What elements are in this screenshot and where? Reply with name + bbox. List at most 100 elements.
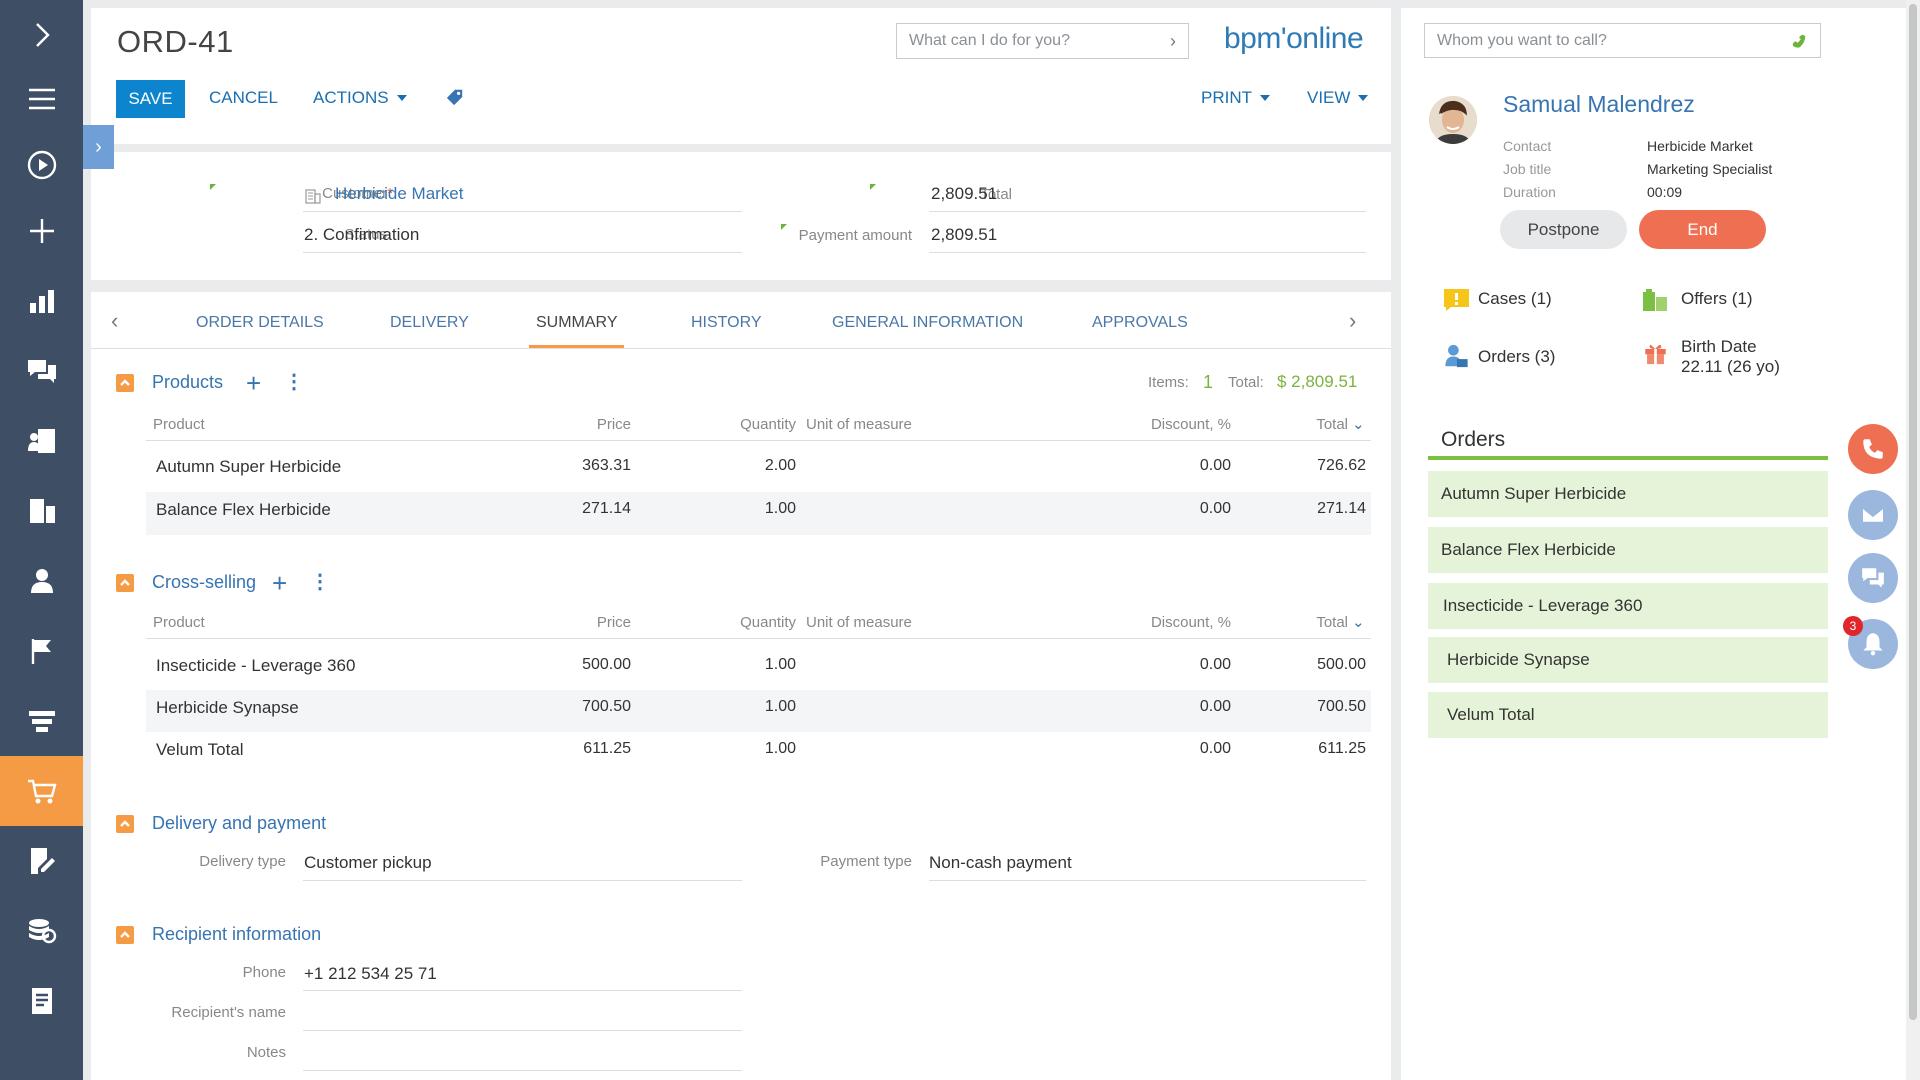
table-cell-discount[interactable]: 0.00 xyxy=(1199,656,1231,673)
column-header[interactable]: Quantity xyxy=(740,614,796,631)
status-field[interactable]: 2. Confirmation xyxy=(304,225,420,244)
orders-link[interactable]: Orders (3) xyxy=(1478,347,1556,366)
table-cell-price[interactable]: 500.00 xyxy=(582,656,631,673)
notes-field[interactable] xyxy=(304,1044,740,1066)
tab-history[interactable]: HISTORY xyxy=(691,314,762,331)
nav-opportunities[interactable] xyxy=(0,686,83,756)
table-cell-price[interactable]: 363.31 xyxy=(582,457,631,474)
table-cell-product[interactable]: Insecticide - Leverage 360 xyxy=(156,656,356,675)
tabs-scroll-right[interactable]: › xyxy=(1349,308,1356,334)
email-fab[interactable] xyxy=(1848,490,1898,540)
contact-name-link[interactable]: Samual Malendrez xyxy=(1503,91,1695,117)
products-more-button[interactable]: ⋮ xyxy=(284,372,304,392)
cross-selling-collapse-toggle[interactable] xyxy=(116,574,134,592)
column-header[interactable]: Price xyxy=(596,614,631,631)
tab-approvals[interactable]: APPROVALS xyxy=(1092,314,1188,331)
order-item[interactable]: Autumn Super Herbicide xyxy=(1428,471,1828,517)
order-item[interactable]: Insecticide - Leverage 360 xyxy=(1428,583,1828,629)
postpone-button[interactable]: Postpone xyxy=(1500,210,1627,249)
table-cell-quantity[interactable]: 1.00 xyxy=(764,698,796,715)
nav-menu[interactable] xyxy=(0,64,83,134)
nav-contacts[interactable] xyxy=(0,406,83,476)
order-item[interactable]: Herbicide Synapse xyxy=(1428,637,1828,683)
total-field[interactable]: 2,809.51 xyxy=(931,184,998,203)
expand-panel-button[interactable]: › xyxy=(83,125,114,169)
nav-dashboards[interactable] xyxy=(0,266,83,336)
cross-selling-more-button[interactable]: ⋮ xyxy=(310,572,330,592)
table-cell-discount[interactable]: 0.00 xyxy=(1199,500,1231,517)
table-cell-product[interactable]: Herbicide Synapse xyxy=(156,698,299,717)
order-item[interactable]: Balance Flex Herbicide xyxy=(1428,527,1828,573)
end-call-button[interactable]: End xyxy=(1639,210,1766,249)
delivery-type-field[interactable]: Customer pickup xyxy=(304,853,432,872)
table-cell-price[interactable]: 611.25 xyxy=(583,740,631,757)
nav-feed[interactable] xyxy=(0,336,83,406)
table-cell-quantity[interactable]: 2.00 xyxy=(764,457,796,474)
recipient-collapse-toggle[interactable] xyxy=(116,926,134,944)
add-product-button[interactable]: + xyxy=(246,370,261,396)
offers-link[interactable]: Offers (1) xyxy=(1681,289,1753,308)
table-cell-quantity[interactable]: 1.00 xyxy=(764,656,796,673)
table-cell-quantity[interactable]: 1.00 xyxy=(764,500,796,517)
save-button[interactable]: SAVE xyxy=(116,80,185,118)
customer-link[interactable]: Herbicide Market xyxy=(335,184,464,203)
table-cell-discount[interactable]: 0.00 xyxy=(1199,698,1231,715)
tabs-scroll-left[interactable]: ‹ xyxy=(111,308,118,334)
products-collapse-toggle[interactable] xyxy=(116,374,134,392)
expand-menu-button[interactable] xyxy=(0,0,83,70)
phone-field[interactable]: +1 212 534 25 71 xyxy=(304,964,437,983)
call-search-input[interactable]: Whom you want to call? xyxy=(1424,23,1821,58)
table-cell-product[interactable]: Balance Flex Herbicide xyxy=(156,500,331,519)
nav-documents[interactable] xyxy=(0,966,83,1036)
actions-button[interactable]: ACTIONS xyxy=(313,88,407,108)
chat-fab[interactable] xyxy=(1848,553,1898,603)
scrollbar-thumb[interactable] xyxy=(1909,4,1917,1020)
table-cell-discount[interactable]: 0.00 xyxy=(1199,740,1231,757)
column-header[interactable]: Total xyxy=(1316,416,1348,433)
cases-link[interactable]: Cases (1) xyxy=(1478,289,1552,308)
payment-amount-field[interactable]: 2,809.51 xyxy=(931,225,998,244)
nav-leads[interactable] xyxy=(0,616,83,686)
table-cell-quantity[interactable]: 1.00 xyxy=(764,740,796,757)
tab-general-information[interactable]: GENERAL INFORMATION xyxy=(832,314,1024,331)
delivery-collapse-toggle[interactable] xyxy=(116,815,134,833)
column-header[interactable]: Quantity xyxy=(740,416,796,433)
nav-invoices[interactable] xyxy=(0,896,83,966)
tab-order-details[interactable]: ORDER DETAILS xyxy=(196,314,324,331)
table-cell-discount[interactable]: 0.00 xyxy=(1199,457,1231,474)
column-header[interactable]: Discount, % xyxy=(1150,614,1231,631)
tab-summary[interactable]: SUMMARY xyxy=(536,314,618,331)
table-cell-price[interactable]: 700.50 xyxy=(582,698,631,715)
tag-button[interactable] xyxy=(446,88,464,106)
column-header[interactable]: Price xyxy=(596,416,631,433)
nav-contracts[interactable] xyxy=(0,826,83,896)
nav-orders[interactable] xyxy=(0,756,83,826)
table-cell-total[interactable]: 726.62 xyxy=(1317,457,1366,474)
table-cell-total[interactable]: 271.14 xyxy=(1317,500,1366,517)
nav-processes[interactable] xyxy=(0,130,83,200)
table-cell-price[interactable]: 271.14 xyxy=(582,500,631,517)
page-scrollbar[interactable] xyxy=(1906,0,1920,1080)
order-item[interactable]: Velum Total xyxy=(1428,692,1828,738)
table-cell-total[interactable]: 500.00 xyxy=(1317,656,1366,673)
sort-descending-icon[interactable]: ⌄ xyxy=(1352,614,1365,631)
column-header[interactable]: Total xyxy=(1316,614,1348,631)
command-line-input[interactable]: What can I do for you? › xyxy=(896,23,1189,59)
column-header[interactable]: Unit of measure xyxy=(806,416,912,433)
table-cell-total[interactable]: 611.25 xyxy=(1318,740,1366,757)
column-header[interactable]: Product xyxy=(153,416,205,433)
add-cross-selling-button[interactable]: + xyxy=(272,570,287,596)
print-button[interactable]: PRINT xyxy=(1201,88,1270,108)
sort-descending-icon[interactable]: ⌄ xyxy=(1352,416,1365,433)
cancel-button[interactable]: CANCEL xyxy=(209,88,278,108)
table-cell-product[interactable]: Velum Total xyxy=(156,740,244,759)
call-fab[interactable] xyxy=(1848,424,1898,474)
nav-accounts[interactable] xyxy=(0,476,83,546)
table-cell-product[interactable]: Autumn Super Herbicide xyxy=(156,457,342,476)
column-header[interactable]: Unit of measure xyxy=(806,614,912,631)
recipient-name-field[interactable] xyxy=(304,1004,740,1026)
nav-add[interactable] xyxy=(0,196,83,266)
column-header[interactable]: Discount, % xyxy=(1150,416,1231,433)
tab-delivery[interactable]: DELIVERY xyxy=(390,314,469,331)
view-button[interactable]: VIEW xyxy=(1307,88,1369,108)
